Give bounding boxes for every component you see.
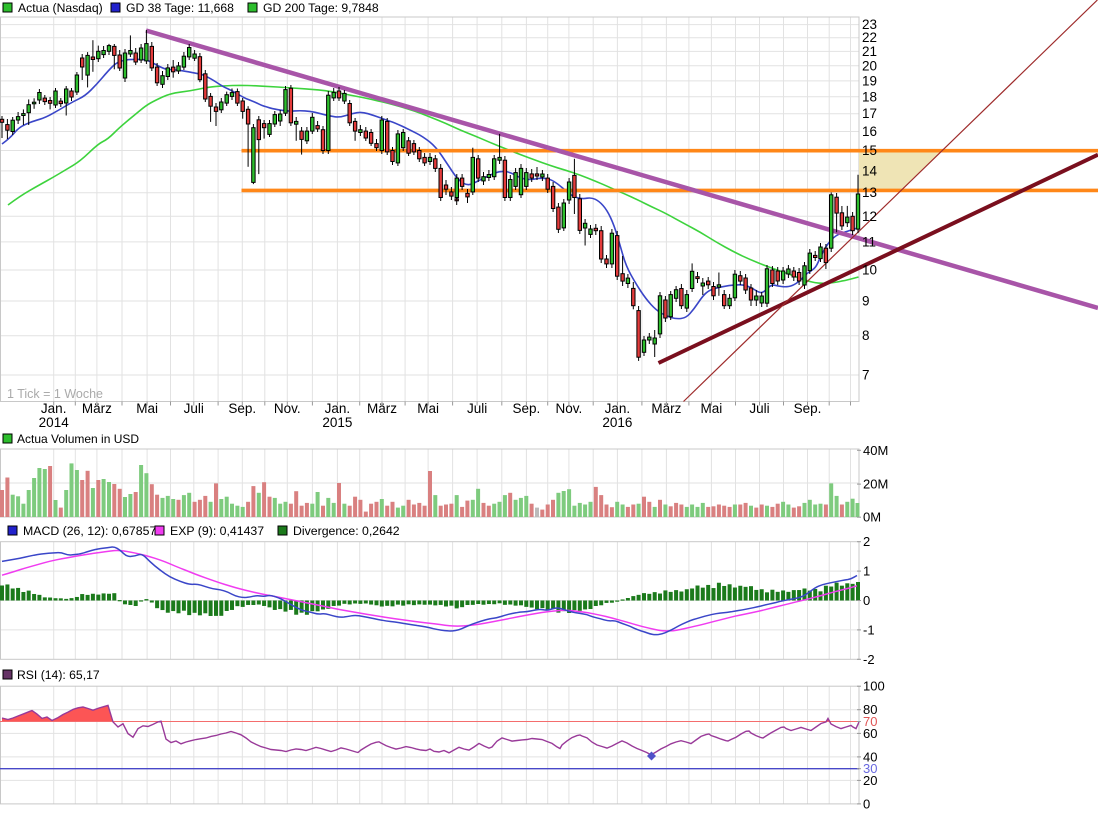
svg-text:2014: 2014 xyxy=(39,415,70,430)
svg-text:7: 7 xyxy=(862,368,870,383)
svg-text:MACD (26, 12): 0,67857: MACD (26, 12): 0,67857 xyxy=(23,524,156,538)
svg-text:13: 13 xyxy=(862,185,877,200)
svg-text:Actua (Nasdaq): Actua (Nasdaq) xyxy=(18,1,103,15)
svg-text:Mai: Mai xyxy=(701,401,723,416)
svg-text:GD 200 Tage: 9,7848: GD 200 Tage: 9,7848 xyxy=(263,1,379,15)
svg-text:März: März xyxy=(367,401,397,416)
svg-text:EXP (9): 0,41437: EXP (9): 0,41437 xyxy=(170,524,264,538)
svg-text:19: 19 xyxy=(862,73,877,88)
svg-text:März: März xyxy=(82,401,112,416)
svg-text:16: 16 xyxy=(862,124,877,139)
svg-text:0M: 0M xyxy=(863,510,881,525)
svg-text:Actua Volumen in USD: Actua Volumen in USD xyxy=(17,432,139,446)
svg-text:20M: 20M xyxy=(863,477,888,492)
svg-text:Sep.: Sep. xyxy=(794,401,822,416)
svg-text:20: 20 xyxy=(862,58,877,73)
svg-text:Juli: Juli xyxy=(184,401,204,416)
svg-text:Juli: Juli xyxy=(467,401,487,416)
svg-text:20: 20 xyxy=(863,773,877,788)
svg-text:GD 38 Tage: 11,668: GD 38 Tage: 11,668 xyxy=(126,1,234,15)
svg-text:1 Tick = 1 Woche: 1 Tick = 1 Woche xyxy=(7,387,103,401)
svg-text:Nov.: Nov. xyxy=(556,401,583,416)
svg-text:-1: -1 xyxy=(863,622,875,637)
svg-text:23: 23 xyxy=(862,17,877,32)
svg-text:15: 15 xyxy=(862,143,877,158)
svg-text:Mai: Mai xyxy=(417,401,439,416)
svg-text:12: 12 xyxy=(862,209,877,224)
svg-text:März: März xyxy=(651,401,681,416)
svg-text:Jan.: Jan. xyxy=(325,401,351,416)
svg-text:Sep.: Sep. xyxy=(228,401,256,416)
svg-text:11: 11 xyxy=(862,234,876,249)
svg-text:1: 1 xyxy=(863,564,870,579)
svg-text:2: 2 xyxy=(863,534,870,549)
svg-text:22: 22 xyxy=(862,30,877,45)
svg-text:Divergence: 0,2642: Divergence: 0,2642 xyxy=(293,524,400,538)
svg-text:Sep.: Sep. xyxy=(513,401,541,416)
svg-text:Juli: Juli xyxy=(749,401,769,416)
svg-text:8: 8 xyxy=(862,328,870,343)
svg-text:0: 0 xyxy=(863,593,870,608)
svg-text:14: 14 xyxy=(862,163,878,178)
svg-text:0: 0 xyxy=(863,796,870,811)
svg-text:2015: 2015 xyxy=(322,415,352,430)
svg-text:-2: -2 xyxy=(863,652,875,667)
svg-text:21: 21 xyxy=(862,44,877,59)
svg-text:17: 17 xyxy=(862,106,877,121)
svg-text:60: 60 xyxy=(863,726,877,741)
svg-text:100: 100 xyxy=(863,679,885,694)
svg-text:2016: 2016 xyxy=(602,415,632,430)
svg-text:40M: 40M xyxy=(863,443,888,458)
svg-text:Jan.: Jan. xyxy=(605,401,631,416)
svg-text:10: 10 xyxy=(862,263,877,278)
svg-text:18: 18 xyxy=(862,89,877,104)
svg-text:9: 9 xyxy=(862,294,870,309)
svg-text:Mai: Mai xyxy=(136,401,158,416)
svg-text:Nov.: Nov. xyxy=(274,401,301,416)
svg-text:Jan.: Jan. xyxy=(41,401,67,416)
svg-text:RSI (14): 65,17: RSI (14): 65,17 xyxy=(17,668,100,682)
